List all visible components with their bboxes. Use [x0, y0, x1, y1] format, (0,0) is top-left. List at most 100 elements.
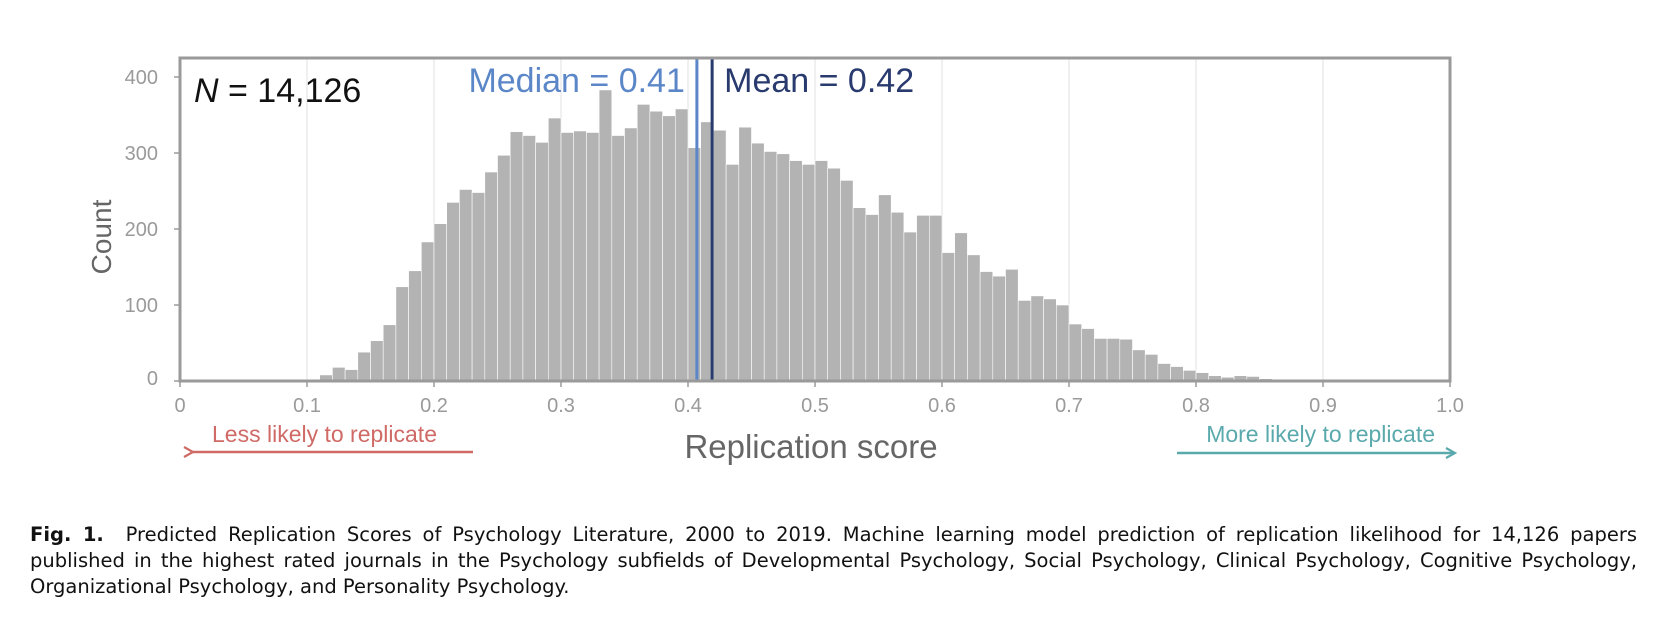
x-axis-label: Replication score — [684, 428, 937, 465]
histogram-bar-65 — [1005, 268, 1019, 382]
histogram-bar-67 — [1030, 295, 1044, 382]
histogram-bar-30 — [560, 132, 574, 382]
histogram-bar-54 — [865, 214, 879, 382]
y-tick-label-4: 400 — [125, 67, 158, 89]
histogram-bar-71 — [1081, 328, 1095, 382]
histogram-bar-29 — [547, 117, 562, 382]
histogram-bar-43 — [725, 164, 740, 382]
histogram-bar-16 — [382, 324, 397, 382]
histogram-bar-76 — [1144, 354, 1159, 382]
histogram-bar-63 — [979, 271, 994, 382]
histogram-bar-58 — [916, 215, 930, 382]
histogram-bars — [306, 89, 1349, 382]
histogram-bar-45 — [751, 142, 765, 382]
histogram-bar-70 — [1068, 323, 1082, 382]
histogram-bar-31 — [573, 130, 587, 382]
x-tick-label-4: 0.4 — [674, 395, 702, 417]
histogram-bar-77 — [1157, 363, 1171, 382]
histogram-bar-68 — [1043, 298, 1057, 382]
histogram-bar-62 — [967, 254, 981, 382]
sample-size-value: = 14,126 — [219, 72, 362, 110]
histogram-bar-12 — [332, 367, 346, 382]
x-tick-label-10: 1.0 — [1436, 395, 1464, 417]
sample-size-symbol: N — [194, 72, 219, 110]
histogram-bar-32 — [586, 132, 600, 382]
histogram-bar-40 — [687, 147, 701, 382]
histogram-bar-27 — [522, 135, 536, 382]
histogram-bar-23 — [471, 192, 486, 382]
histogram-bar-52 — [840, 180, 854, 382]
histogram-bar-21 — [446, 202, 460, 382]
histogram-bar-35 — [624, 127, 638, 382]
x-tick-label-5: 0.5 — [801, 395, 829, 417]
y-tick-label-2: 200 — [125, 219, 158, 241]
histogram-bar-50 — [814, 160, 828, 382]
x-tick-label-6: 0.6 — [928, 395, 956, 417]
histogram-bar-60 — [941, 252, 955, 382]
histogram-bar-44 — [738, 126, 752, 382]
histogram-bar-51 — [827, 167, 841, 382]
y-tick-label-3: 300 — [125, 143, 158, 165]
histogram-bar-42 — [713, 129, 727, 382]
histogram-bar-34 — [611, 135, 625, 382]
histogram-bar-79 — [1183, 370, 1197, 382]
histogram-bar-28 — [535, 142, 549, 382]
histogram-bar-75 — [1132, 349, 1146, 382]
histogram-bar-38 — [662, 115, 676, 382]
y-axis-label: Count — [86, 199, 117, 274]
histogram-bar-14 — [357, 351, 371, 382]
x-tick-label-9: 0.9 — [1309, 395, 1337, 417]
histogram-bar-72 — [1094, 338, 1108, 382]
y-tick-label-0: 0 — [147, 368, 158, 390]
figure-caption-text: Predicted Replication Scores of Psycholo… — [30, 523, 1637, 598]
x-axis-ticks: 0 0.1 0.2 0.3 0.4 0.5 0.6 0.7 0.8 0.9 1.0 — [174, 381, 1464, 417]
histogram-bar-39 — [674, 108, 689, 382]
figure-label: Fig. 1. — [30, 523, 104, 546]
sample-size-label: N = 14,126 — [194, 72, 361, 110]
histogram-bar-69 — [1056, 304, 1070, 382]
histogram-bar-22 — [459, 189, 473, 382]
replication-score-histogram: Median = 0.41 Mean = 0.42 0 0.1 0.2 0.3 0.4 0.… — [86, 56, 1464, 465]
histogram-bar-26 — [509, 131, 524, 382]
histogram-bar-66 — [1017, 300, 1032, 382]
histogram-bar-49 — [801, 164, 816, 382]
histogram-bar-15 — [370, 340, 384, 382]
histogram-bar-47 — [776, 153, 790, 382]
histogram-bar-59 — [928, 215, 943, 382]
y-tick-label-1: 100 — [125, 295, 158, 317]
histogram-bar-55 — [878, 194, 892, 382]
figure-caption: Fig. 1. Predicted Replication Scores of … — [30, 522, 1637, 600]
histogram-bar-19 — [420, 241, 435, 382]
histogram-bar-33 — [598, 89, 613, 382]
x-tick-label-7: 0.7 — [1055, 395, 1083, 417]
histogram-bar-13 — [344, 369, 359, 382]
histogram-bar-20 — [433, 223, 447, 382]
x-tick-label-1: 0.1 — [293, 395, 321, 417]
reference-lines: Median = 0.41 Mean = 0.42 — [468, 58, 914, 381]
histogram-bar-57 — [903, 231, 917, 382]
x-tick-label-0: 0 — [174, 395, 185, 417]
histogram-bar-24 — [484, 171, 498, 382]
x-tick-label-2: 0.2 — [420, 395, 448, 417]
histogram-bar-61 — [954, 232, 968, 382]
median-label: Median = 0.41 — [468, 62, 684, 100]
histogram-bar-17 — [395, 286, 409, 382]
histogram-bar-18 — [408, 270, 422, 382]
histogram-bar-64 — [992, 275, 1006, 382]
histogram-bar-48 — [789, 160, 803, 382]
histogram-bar-74 — [1119, 338, 1133, 382]
histogram-bar-36 — [636, 104, 651, 382]
histogram-bar-46 — [763, 151, 778, 382]
less-likely-label: Less likely to replicate — [212, 421, 437, 447]
y-axis-ticks: 0 100 200 300 400 — [125, 67, 180, 390]
histogram-bar-56 — [890, 211, 905, 382]
mean-label: Mean = 0.42 — [724, 62, 914, 100]
histogram-bar-53 — [852, 207, 867, 382]
histogram-bar-78 — [1170, 366, 1184, 382]
histogram-bar-37 — [649, 110, 663, 382]
histogram-bar-25 — [497, 154, 511, 382]
x-tick-label-8: 0.8 — [1182, 395, 1210, 417]
histogram-bar-73 — [1106, 338, 1121, 382]
more-likely-label: More likely to replicate — [1206, 421, 1435, 447]
x-tick-label-3: 0.3 — [547, 395, 575, 417]
